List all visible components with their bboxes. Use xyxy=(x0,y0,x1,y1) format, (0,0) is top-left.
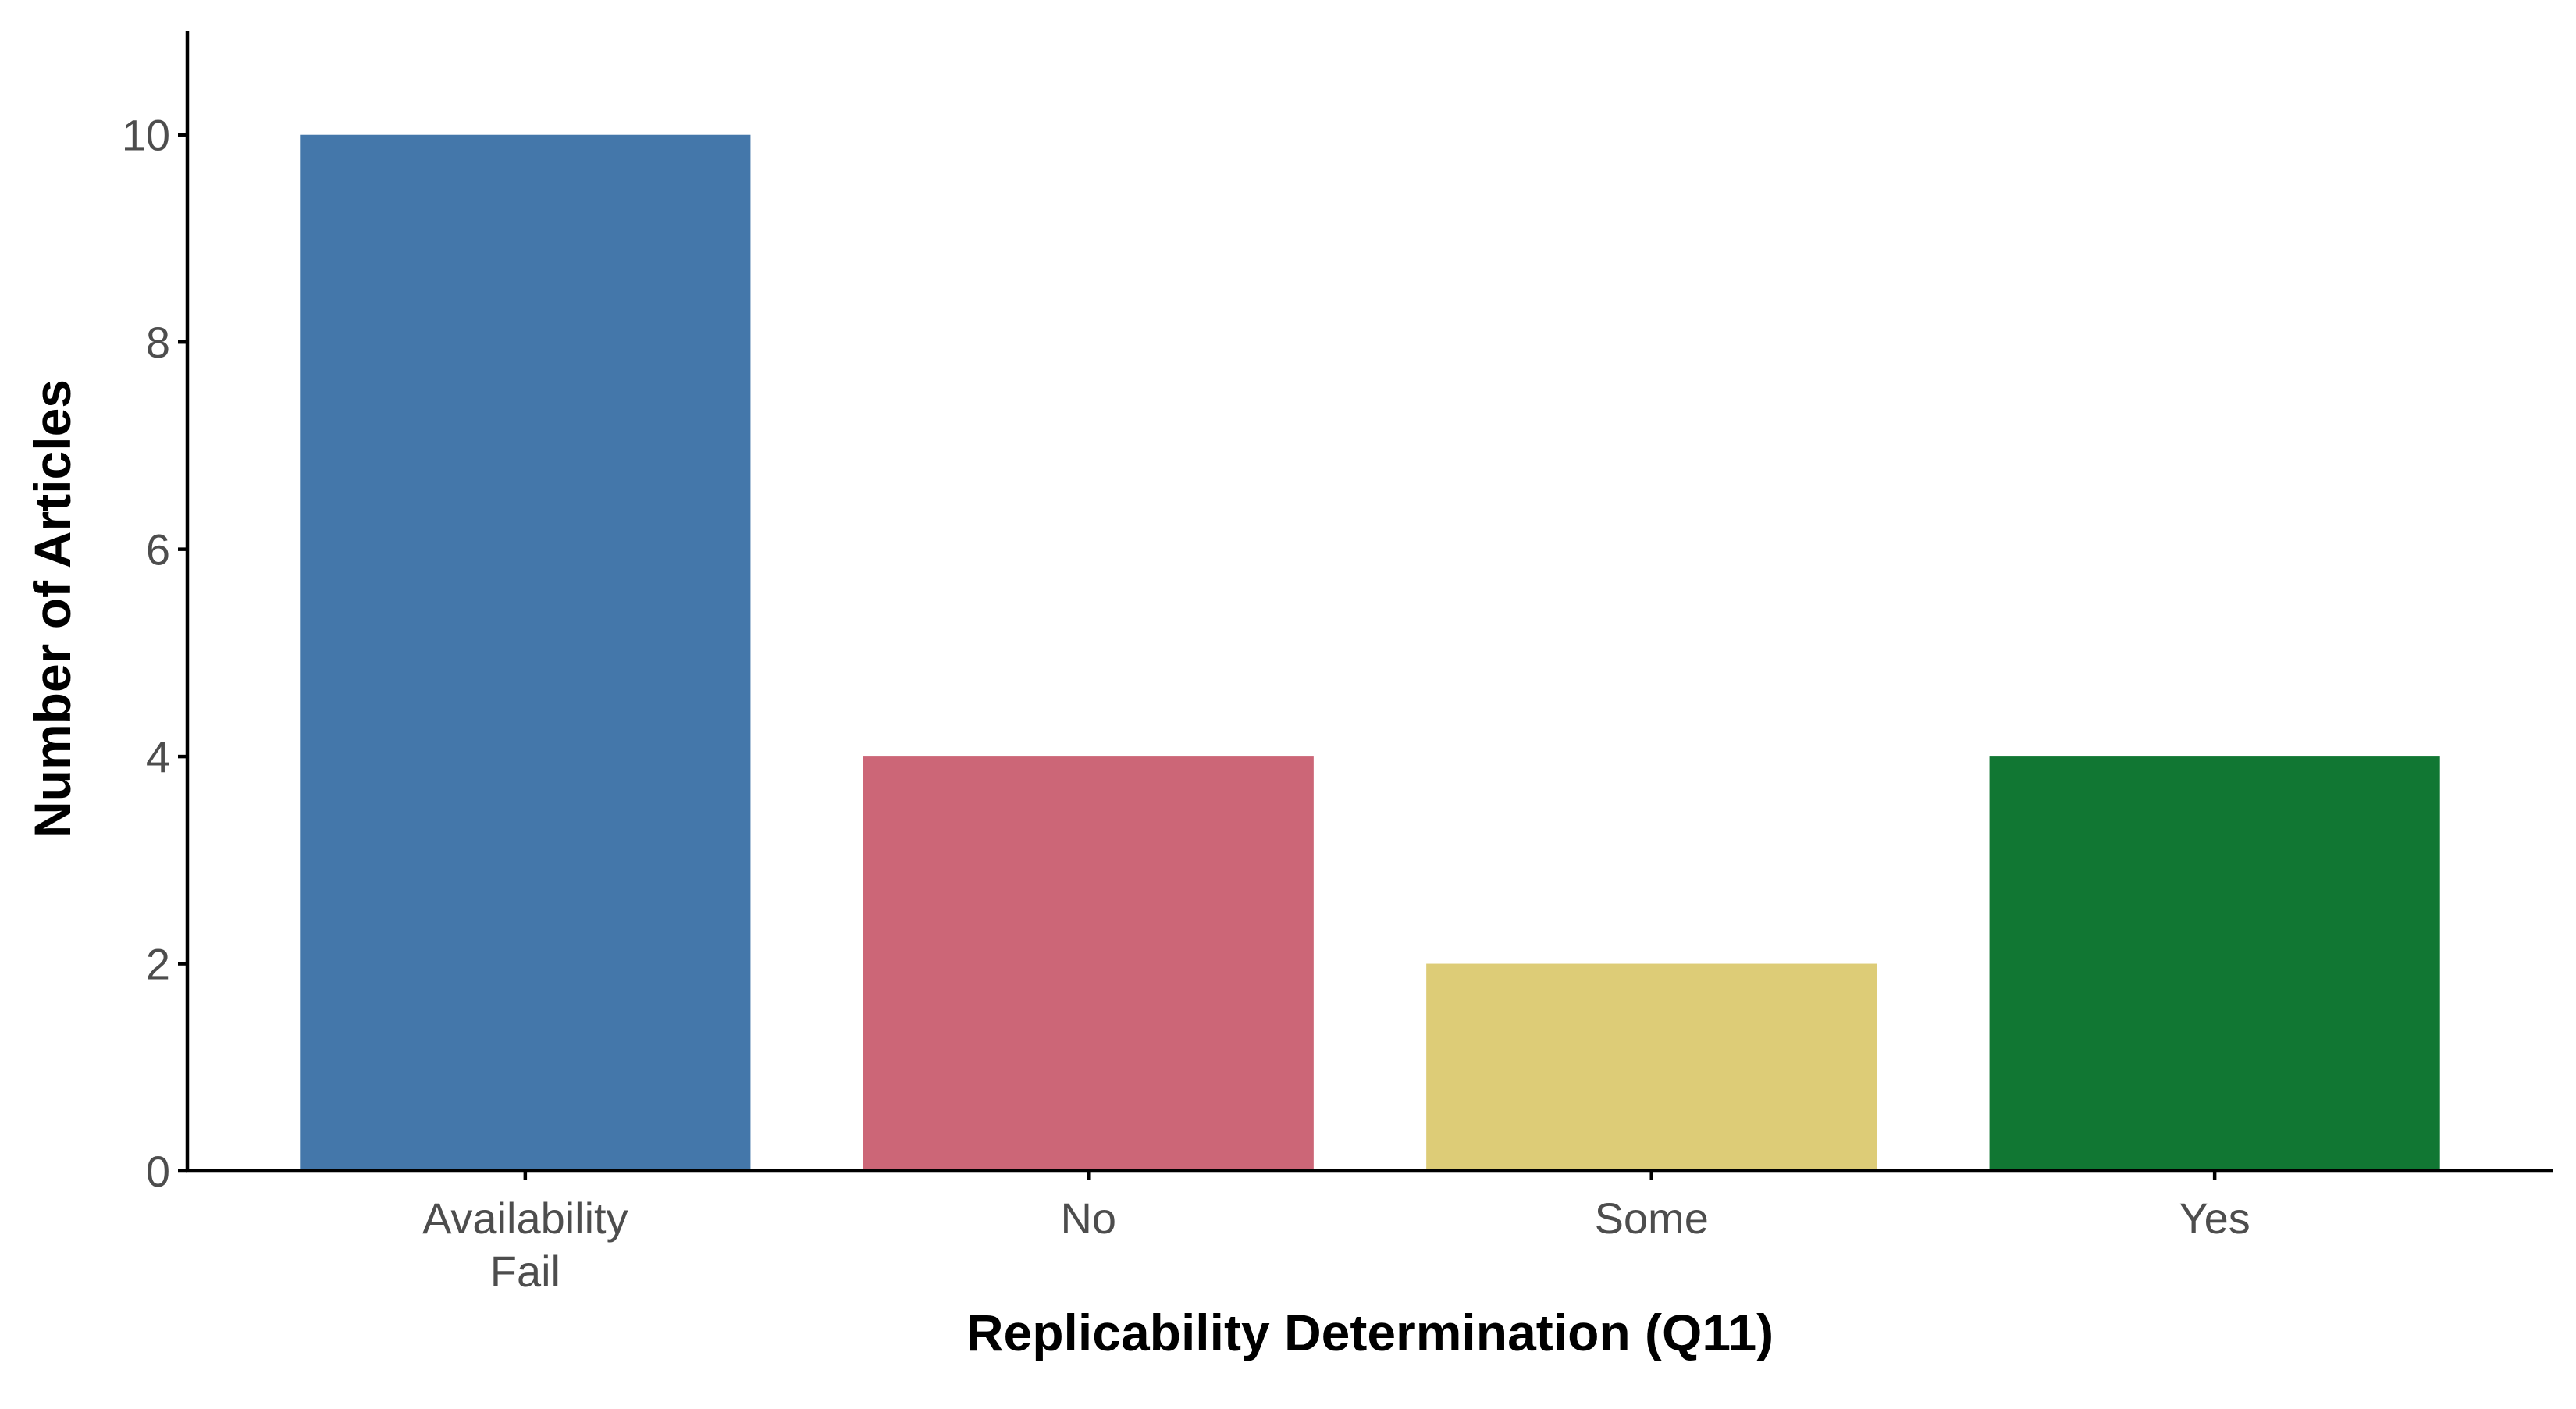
y-tick-label: 10 xyxy=(122,111,170,160)
bar-0 xyxy=(300,134,751,1171)
bars-layer xyxy=(300,134,2440,1171)
axes-layer xyxy=(185,31,2553,1173)
y-ticks-layer: 0 2 4 6 8 10 xyxy=(122,111,187,1196)
y-tick-label: 4 xyxy=(146,732,170,781)
x-tick-label: Some xyxy=(1595,1194,1709,1243)
y-axis-title: Number of Articles xyxy=(23,379,81,838)
x-ticks-layer: Availability Fail No Some Yes xyxy=(422,1171,2250,1296)
bar-2 xyxy=(1426,963,1877,1171)
y-tick-label: 2 xyxy=(146,940,170,989)
x-axis-title: Replicability Determination (Q11) xyxy=(966,1304,1774,1361)
x-tick-label: Yes xyxy=(2179,1194,2250,1243)
y-tick-label: 0 xyxy=(146,1147,170,1196)
bar-1 xyxy=(863,756,1314,1171)
x-tick-label: Availability Fail xyxy=(422,1194,628,1296)
y-tick-label: 6 xyxy=(146,525,170,575)
bar-3 xyxy=(1989,756,2440,1171)
y-tick-label: 8 xyxy=(146,318,170,367)
x-tick-label: No xyxy=(1060,1194,1116,1243)
